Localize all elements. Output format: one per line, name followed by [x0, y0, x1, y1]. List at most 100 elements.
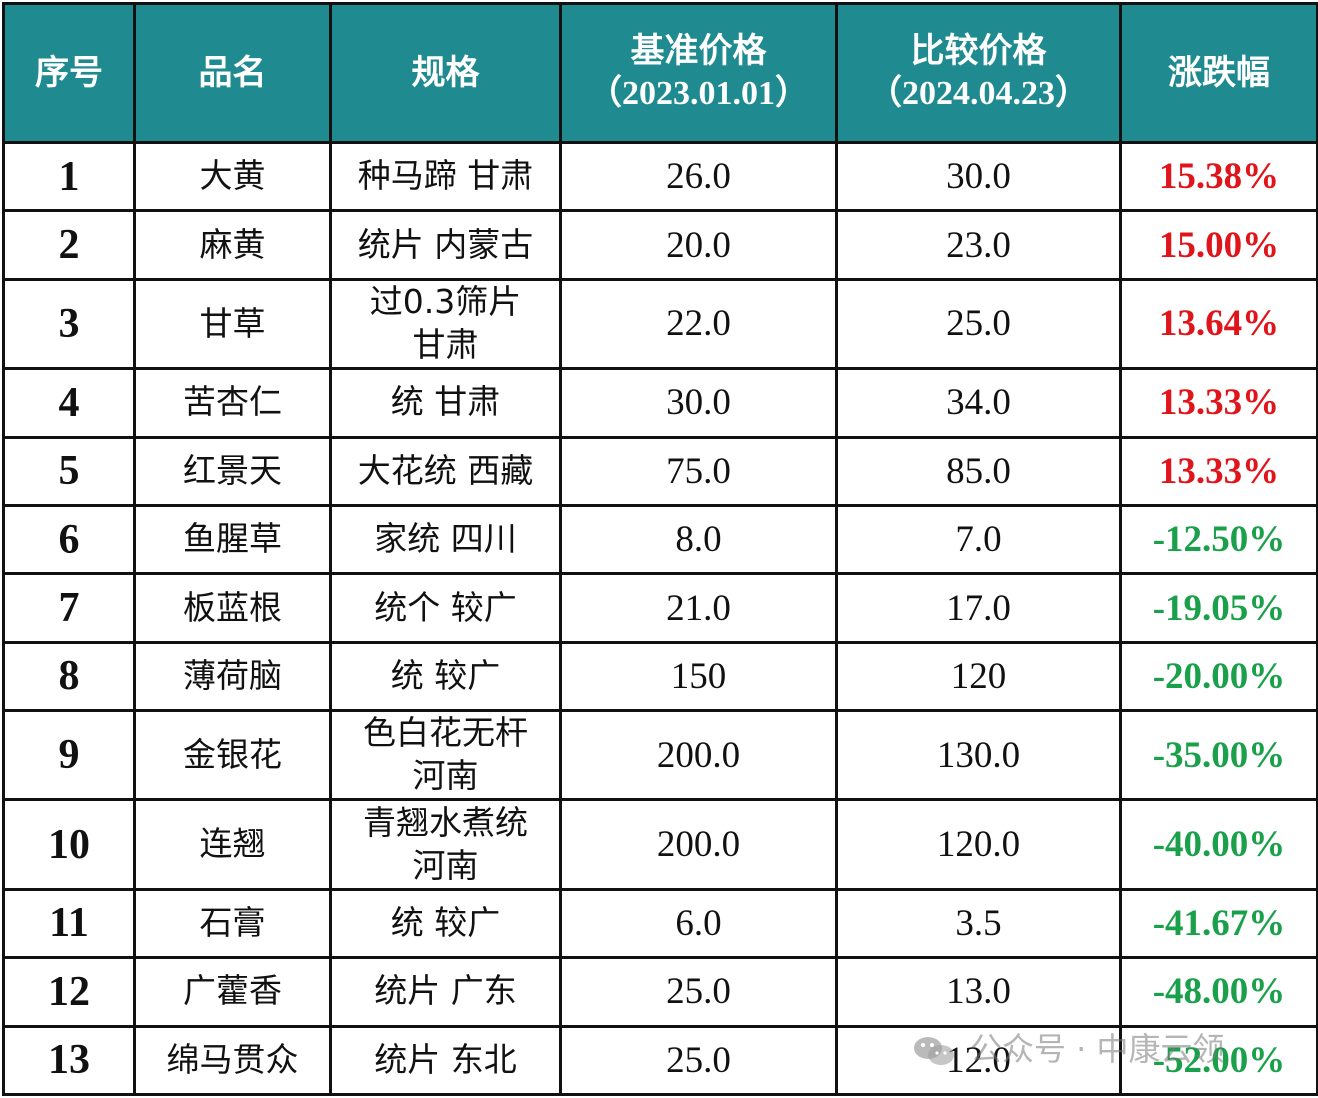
base-price: 200.0 — [559, 709, 838, 802]
row-number: 5 — [2, 435, 136, 507]
change-percent: 15.38% — [1119, 140, 1318, 213]
compare-price: 13.0 — [835, 956, 1122, 1028]
header-no: 序号 — [2, 2, 136, 144]
spec-line: 家统 四川 — [374, 519, 517, 559]
compare-price: 30.0 — [835, 140, 1122, 213]
compare-price: 23.0 — [835, 209, 1122, 281]
herb-name: 麻黄 — [133, 209, 332, 281]
row-number: 9 — [2, 709, 136, 802]
change-percent: -48.00% — [1119, 956, 1318, 1028]
change-percent: -12.50% — [1119, 503, 1318, 576]
change-percent: -40.00% — [1119, 798, 1318, 891]
spec-line: 过0.3筛片 — [369, 282, 522, 322]
base-price: 25.0 — [559, 956, 838, 1028]
row-number: 1 — [2, 140, 136, 213]
spec-line: 河南 — [412, 845, 479, 885]
base-price: 75.0 — [559, 435, 838, 507]
change-percent: 15.00% — [1119, 209, 1318, 281]
table-row: 1 大黄 种马蹄 甘肃 26.0 30.0 15.38% — [2, 140, 1318, 213]
herb-name: 鱼腥草 — [133, 503, 332, 576]
spec-cell: 统 甘肃 — [329, 367, 562, 439]
spec-line: 统 较广 — [390, 902, 501, 942]
herb-name: 板蓝根 — [133, 572, 332, 644]
spec-cell: 统片 广东 — [329, 956, 562, 1028]
herb-name: 红景天 — [133, 435, 332, 507]
header-base-title: 基准价格 — [630, 32, 767, 70]
herb-name: 绵马贯众 — [133, 1024, 332, 1097]
row-number: 6 — [2, 503, 136, 576]
table-row: 11 石膏 统 较广 6.0 3.5 -41.67% — [2, 887, 1318, 960]
table-body: 1 大黄 种马蹄 甘肃 26.0 30.0 15.38% 2 麻黄 统片 内蒙古 20.0 23.0… — [2, 140, 1318, 1097]
base-price: 20.0 — [559, 209, 838, 281]
table-row: 10 连翘 青翘水煮统 河南 200.0 120.0 -40.00% — [2, 798, 1318, 891]
base-price: 6.0 — [559, 887, 838, 960]
compare-price: 12.0 — [835, 1024, 1122, 1097]
header-compare-date: （2024.04.23） — [868, 75, 1089, 112]
base-price: 8.0 — [559, 503, 838, 576]
header-compare-price: 比较价格 （2024.04.23） — [835, 2, 1122, 144]
spec-cell: 色白花无杆 河南 — [329, 709, 562, 802]
table-row: 5 红景天 大花统 西藏 75.0 85.0 13.33% — [2, 435, 1318, 507]
herb-name: 金银花 — [133, 709, 332, 802]
row-number: 7 — [2, 572, 136, 644]
spec-cell: 过0.3筛片 甘肃 — [329, 277, 562, 371]
spec-line: 甘肃 — [412, 324, 479, 364]
spec-line: 统片 内蒙古 — [357, 224, 534, 264]
row-number: 11 — [2, 887, 136, 960]
base-price: 200.0 — [559, 798, 838, 891]
compare-price: 130.0 — [835, 709, 1122, 802]
compare-price: 7.0 — [835, 503, 1122, 576]
herb-name: 石膏 — [133, 887, 332, 960]
base-price: 25.0 — [559, 1024, 838, 1097]
spec-line: 统 较广 — [390, 655, 501, 695]
header-change: 涨跌幅 — [1119, 2, 1318, 144]
spec-cell: 种马蹄 甘肃 — [329, 140, 562, 213]
spec-line: 统 甘肃 — [390, 382, 501, 422]
compare-price: 120 — [835, 640, 1122, 713]
table-row: 9 金银花 色白花无杆 河南 200.0 130.0 -35.00% — [2, 709, 1318, 802]
herb-name: 大黄 — [133, 140, 332, 213]
table-row: 12 广藿香 统片 广东 25.0 13.0 -48.00% — [2, 956, 1318, 1028]
row-number: 4 — [2, 367, 136, 439]
watermark: 公众号 · 中康云领 — [912, 1024, 1225, 1070]
spec-cell: 统 较广 — [329, 640, 562, 713]
change-percent: -35.00% — [1119, 709, 1318, 802]
herb-name: 连翘 — [133, 798, 332, 891]
compare-price: 17.0 — [835, 572, 1122, 644]
base-price: 30.0 — [559, 367, 838, 439]
change-percent: -41.67% — [1119, 887, 1318, 960]
table-header-row: 序号 品名 规格 基准价格 （2023.01.01） 比较价格 （2024.04… — [2, 2, 1318, 144]
spec-line: 河南 — [412, 756, 479, 796]
table-row: 13 绵马贯众 统片 东北 25.0 12.0 -52.00% — [2, 1024, 1318, 1097]
compare-price: 34.0 — [835, 367, 1122, 439]
table-row: 7 板蓝根 统个 较广 21.0 17.0 -19.05% — [2, 572, 1318, 644]
change-percent: -52.00% — [1119, 1024, 1318, 1097]
compare-price: 85.0 — [835, 435, 1122, 507]
header-compare-title: 比较价格 — [910, 32, 1047, 70]
herb-name: 甘草 — [133, 277, 332, 371]
spec-line: 统片 广东 — [374, 971, 517, 1011]
spec-cell: 统个 较广 — [329, 572, 562, 644]
spec-line: 统片 东北 — [374, 1039, 517, 1079]
table-row: 2 麻黄 统片 内蒙古 20.0 23.0 15.00% — [2, 209, 1318, 281]
spec-cell: 统片 内蒙古 — [329, 209, 562, 281]
spec-cell: 青翘水煮统 河南 — [329, 798, 562, 891]
table-row: 6 鱼腥草 家统 四川 8.0 7.0 -12.50% — [2, 503, 1318, 576]
row-number: 3 — [2, 277, 136, 371]
row-number: 13 — [2, 1024, 136, 1097]
spec-line: 种马蹄 甘肃 — [357, 156, 534, 196]
compare-price: 25.0 — [835, 277, 1122, 371]
spec-cell: 统片 东北 — [329, 1024, 562, 1097]
row-number: 2 — [2, 209, 136, 281]
row-number: 12 — [2, 956, 136, 1028]
wechat-icon — [914, 1037, 954, 1065]
table-row: 3 甘草 过0.3筛片 甘肃 22.0 25.0 13.64% — [2, 277, 1318, 371]
change-percent: -20.00% — [1119, 640, 1318, 713]
row-number: 10 — [2, 798, 136, 891]
compare-price: 120.0 — [835, 798, 1122, 891]
change-percent: 13.33% — [1119, 367, 1318, 439]
spec-cell: 大花统 西藏 — [329, 435, 562, 507]
watermark-text: 公众号 · 中康云领 — [970, 1030, 1225, 1068]
herb-name: 薄荷脑 — [133, 640, 332, 713]
